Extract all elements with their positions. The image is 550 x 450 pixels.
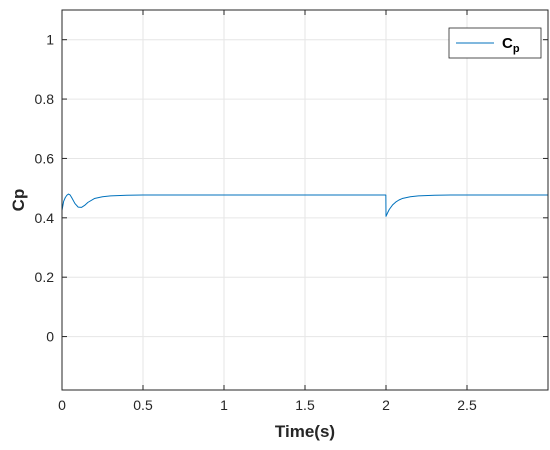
y-axis-label: Cp — [9, 189, 28, 212]
y-tick-label: 1 — [46, 32, 54, 48]
x-tick-label: 1.5 — [295, 397, 315, 413]
x-tick-label: 0 — [58, 397, 66, 413]
x-axis-label: Time(s) — [275, 422, 335, 441]
legend-label-subscript: p — [513, 43, 520, 55]
y-tick-label: 0.4 — [35, 210, 55, 226]
x-tick-label: 1 — [220, 397, 228, 413]
y-tick-label: 0.2 — [35, 269, 55, 285]
y-tick-label: 0.6 — [35, 150, 55, 166]
legend-label: Cp — [502, 35, 520, 55]
series-line-cp — [61, 193, 548, 217]
y-tick-label: 0 — [46, 329, 54, 345]
legend: Cp — [448, 27, 542, 59]
x-tick-label: 2 — [382, 397, 390, 413]
legend-label-main: C — [502, 35, 513, 52]
y-tick-label: 0.8 — [35, 91, 55, 107]
ticks: 0 0.5 1 1.5 2 2.5 0 0.2 0.4 0.6 0.8 1 — [35, 10, 548, 413]
x-tick-label: 2.5 — [457, 397, 477, 413]
series-layer — [61, 193, 548, 217]
x-tick-label: 0.5 — [133, 397, 153, 413]
